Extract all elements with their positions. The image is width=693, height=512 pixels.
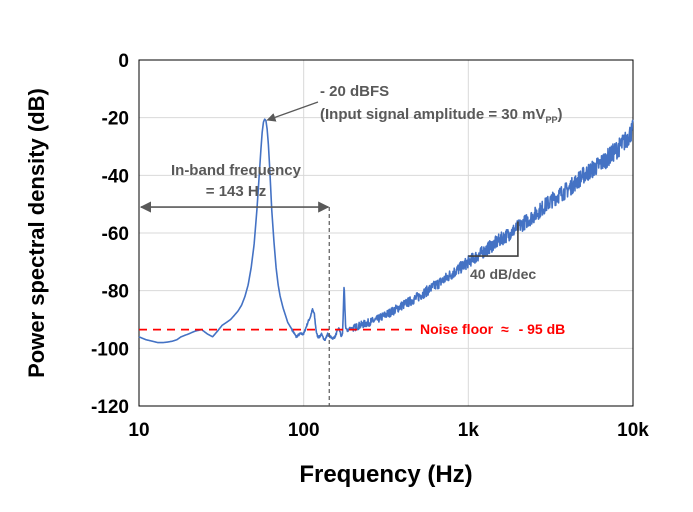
y-tick-label: 0 — [118, 51, 129, 72]
y-tick-label: -20 — [102, 109, 129, 130]
psd-series-line — [138, 118, 634, 344]
y-tick-label: -120 — [91, 397, 129, 418]
x-axis-ticks: 10 100 1k 10k — [128, 420, 649, 441]
inband-label-line2: = 143 Hz — [206, 183, 266, 200]
slope-label: 40 dB/dec — [470, 266, 536, 282]
plot-area-frame — [138, 59, 634, 407]
slope-triangle — [468, 221, 519, 257]
inband-label-line1: In-band frequency — [171, 162, 302, 179]
y-tick-label: -80 — [102, 282, 129, 303]
x-tick-label: 1k — [458, 420, 480, 441]
y-axis-ticks: 0 -20 -40 -60 -80 -100 -120 — [91, 51, 129, 418]
peak-arrow — [266, 101, 319, 122]
y-tick-label: -100 — [91, 339, 129, 360]
noise-floor-label: Noise floor ≈ - 95 dB — [420, 321, 565, 337]
y-tick-label: -40 — [102, 166, 129, 187]
x-tick-label: 100 — [288, 420, 320, 441]
x-tick-label: 10 — [128, 420, 149, 441]
y-tick-label: -60 — [102, 224, 129, 245]
peak-label-line1: - 20 dBFS — [320, 83, 389, 100]
peak-label-line2: (Input signal amplitude = 30 mVPP) — [320, 106, 562, 125]
x-axis-label: Frequency (Hz) — [299, 461, 472, 488]
grid — [139, 60, 633, 406]
y-axis-label: Power spectral density (dB) — [24, 88, 49, 378]
x-tick-label: 10k — [617, 420, 649, 441]
